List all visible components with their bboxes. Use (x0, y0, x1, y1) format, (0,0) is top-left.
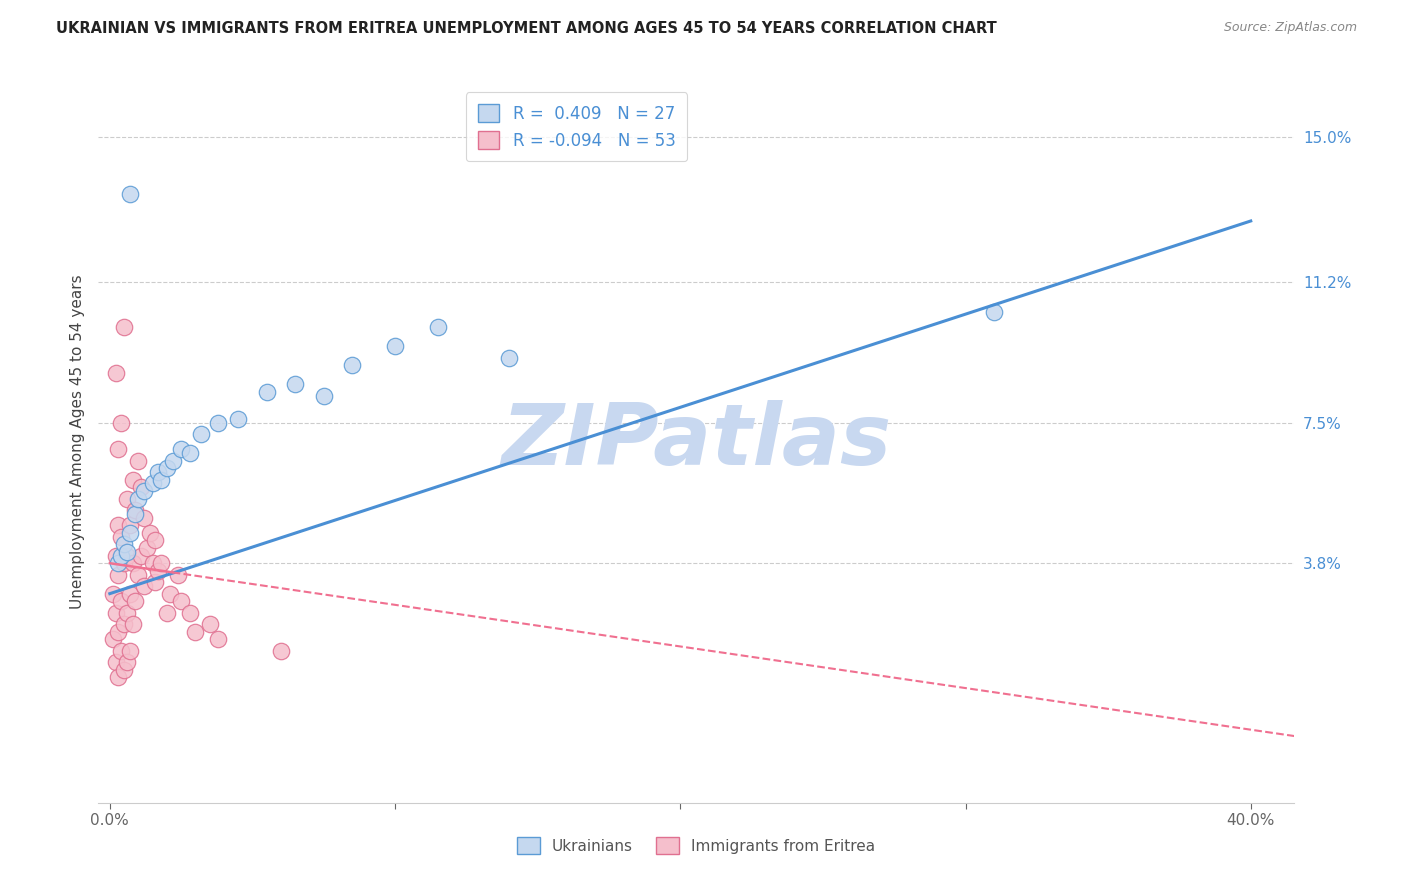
Point (129, 549, 152, 563)
Point (156, 606, 179, 620)
Point (127, 491, 149, 506)
Point (107, 624, 129, 639)
Point (384, 339, 406, 353)
Point (179, 606, 201, 620)
Point (132, 579, 155, 593)
Point (135, 541, 157, 555)
Point (498, 351, 520, 365)
Point (207, 632, 229, 647)
Point (115, 655, 138, 669)
Point (184, 624, 207, 639)
Point (256, 385, 278, 400)
Point (112, 617, 135, 632)
Point (142, 476, 165, 491)
Point (129, 480, 152, 494)
Point (284, 377, 307, 392)
Point (110, 594, 132, 608)
Point (167, 567, 190, 582)
Point (112, 663, 135, 677)
Point (145, 533, 167, 548)
Point (132, 510, 155, 524)
Point (983, 305, 1005, 319)
Point (110, 416, 132, 430)
Point (159, 587, 181, 601)
Point (107, 670, 129, 684)
Point (170, 594, 193, 608)
Point (148, 564, 170, 578)
Point (115, 491, 138, 506)
Point (121, 473, 143, 487)
Point (121, 617, 143, 632)
Point (104, 606, 127, 620)
Legend: Ukrainians, Immigrants from Eritrea: Ukrainians, Immigrants from Eritrea (510, 831, 882, 860)
Text: UKRAINIAN VS IMMIGRANTS FROM ERITREA UNEMPLOYMENT AMONG AGES 45 TO 54 YEARS CORR: UKRAINIAN VS IMMIGRANTS FROM ERITREA UNE… (56, 21, 997, 36)
Point (139, 525, 162, 540)
Point (101, 632, 124, 647)
Point (107, 442, 129, 457)
Point (190, 426, 212, 441)
Point (115, 606, 138, 620)
Point (162, 453, 184, 467)
Point (426, 320, 449, 334)
Point (312, 389, 335, 403)
Point (110, 549, 132, 563)
Point (170, 442, 193, 457)
Point (124, 594, 146, 608)
Point (107, 556, 129, 570)
Point (132, 483, 155, 498)
Point (101, 587, 124, 601)
Point (226, 411, 249, 425)
Point (104, 366, 127, 380)
Point (270, 643, 292, 657)
Point (112, 537, 135, 551)
Point (115, 549, 138, 563)
Point (150, 556, 173, 570)
Point (121, 556, 143, 570)
Point (156, 461, 179, 475)
Point (112, 556, 135, 570)
Point (127, 453, 149, 467)
Point (179, 446, 201, 460)
Text: ZIPatlas: ZIPatlas (501, 400, 891, 483)
Point (142, 556, 165, 570)
Point (118, 643, 141, 657)
Point (112, 320, 135, 334)
Point (198, 617, 221, 632)
Point (118, 587, 141, 601)
Point (124, 507, 146, 521)
Point (124, 503, 146, 517)
Point (150, 473, 173, 487)
Point (104, 549, 127, 563)
Point (107, 518, 129, 533)
Point (118, 187, 141, 202)
Point (115, 545, 138, 559)
Point (118, 518, 141, 533)
Point (110, 643, 132, 657)
Point (104, 655, 127, 669)
Point (145, 575, 167, 590)
Text: Source: ZipAtlas.com: Source: ZipAtlas.com (1223, 21, 1357, 34)
Point (342, 359, 364, 373)
Point (127, 567, 149, 582)
Point (107, 567, 129, 582)
Point (148, 465, 170, 479)
Point (110, 530, 132, 544)
Point (118, 525, 141, 540)
Point (207, 416, 229, 430)
Y-axis label: Unemployment Among Ages 45 to 54 years: Unemployment Among Ages 45 to 54 years (69, 274, 84, 609)
